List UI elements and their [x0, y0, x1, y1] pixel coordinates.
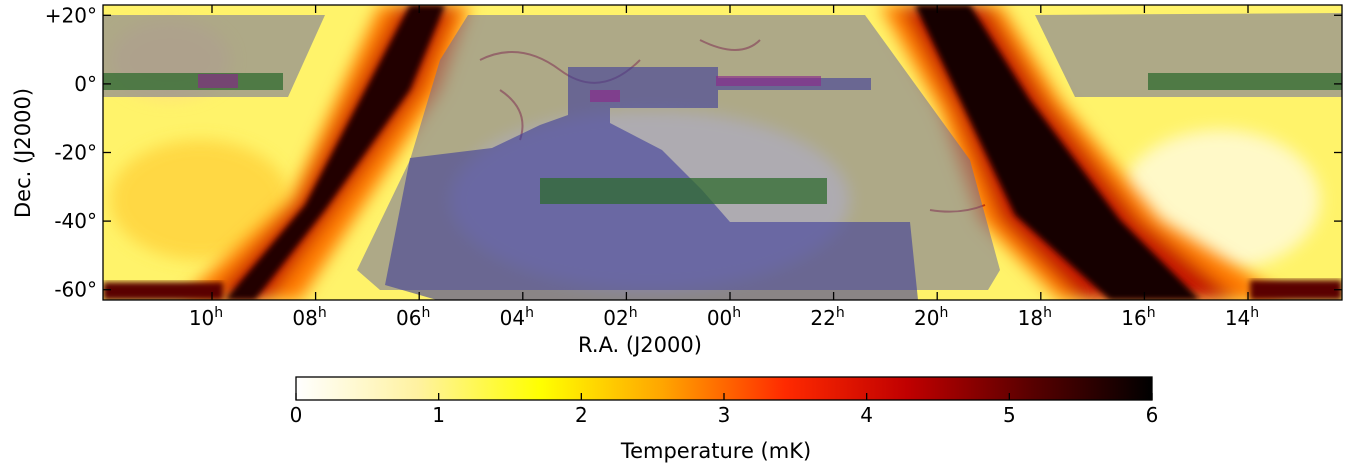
y-tick-label: -60°	[54, 278, 97, 302]
x-tick-label: 08h	[292, 305, 326, 330]
x-tick-label: 20h	[914, 305, 948, 330]
colorbar-label: Temperature (mK)	[620, 439, 811, 463]
overlay-small-field	[590, 90, 620, 102]
colorbar-tick-label: 3	[718, 403, 731, 427]
x-tick-label: 14h	[1225, 305, 1259, 330]
y-tick-label: +20°	[45, 3, 97, 27]
colorbar-tick-label: 2	[575, 403, 588, 427]
y-axis-label: Dec. (J2000)	[11, 88, 35, 218]
y-tick-label: -40°	[54, 209, 97, 233]
y-tick-label: -20°	[54, 141, 97, 165]
x-tick-label: 04h	[500, 305, 534, 330]
overlay-equatorial-stripe	[103, 73, 283, 90]
y-tick-label: 0°	[74, 72, 97, 96]
colorbar: 0 1 2 3 4 5 6 Temperature (mK)	[290, 376, 1159, 463]
x-tick-label: 22h	[810, 305, 844, 330]
survey-overlays	[103, 13, 1342, 300]
colorbar-tick-label: 1	[432, 403, 445, 427]
colorbar-tick-label: 6	[1146, 403, 1159, 427]
x-axis: 10h 08h 06h 04h 02h 00h 22h 20h 18h 16h 14h	[189, 5, 1259, 330]
colorbar-tick-label: 5	[1003, 403, 1016, 427]
colorbar-ticks: 0 1 2 3 4 5 6	[290, 393, 1159, 427]
y-axis: +20° 0° -20° -40° -60°	[45, 3, 1342, 302]
overlay-southern-stripe	[540, 178, 827, 204]
colorbar-tick-label: 0	[290, 403, 303, 427]
x-tick-label: 10h	[189, 305, 223, 330]
x-tick-label: 18h	[1018, 305, 1052, 330]
x-tick-label: 00h	[707, 305, 741, 330]
x-tick-label: 16h	[1121, 305, 1155, 330]
overlay-small-field	[716, 76, 821, 86]
x-tick-label: 02h	[603, 305, 637, 330]
overlay-equatorial-stripe	[1148, 73, 1342, 90]
colorbar-tick-label: 4	[860, 403, 873, 427]
overlay-small-field	[198, 74, 238, 88]
x-axis-label: R.A. (J2000)	[578, 333, 702, 357]
x-tick-label: 06h	[396, 305, 430, 330]
